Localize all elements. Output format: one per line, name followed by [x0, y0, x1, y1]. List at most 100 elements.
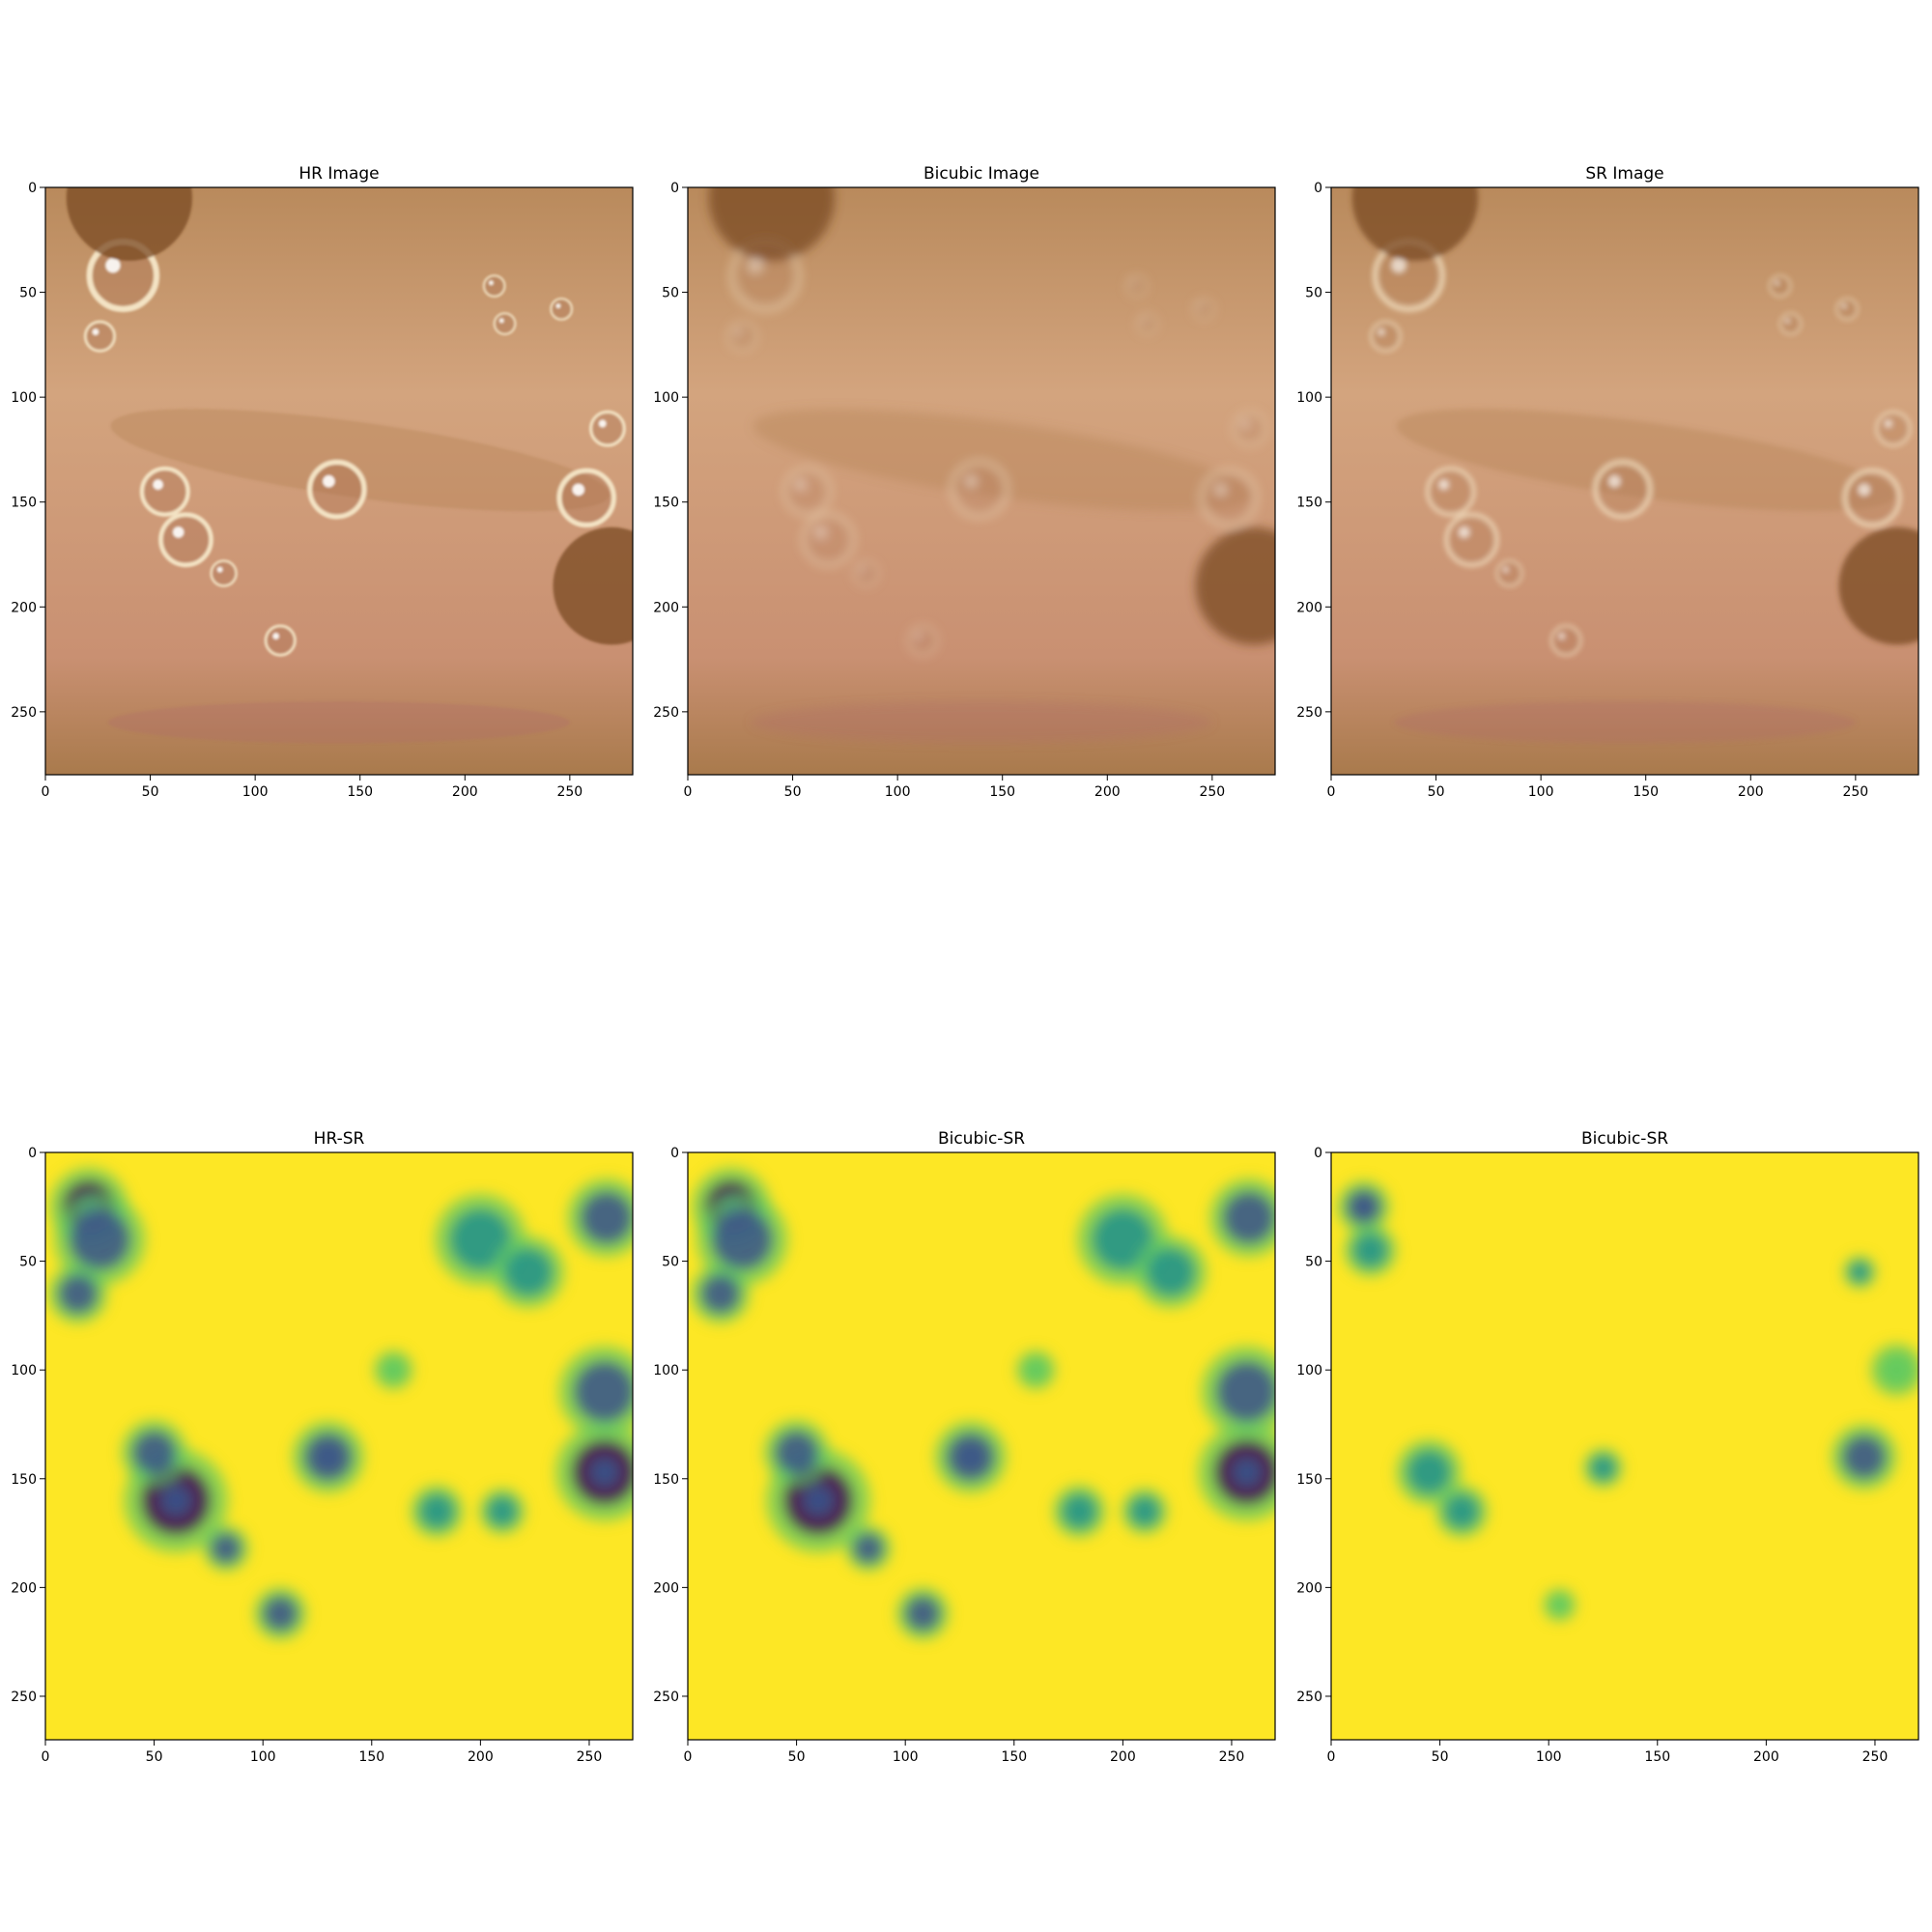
bubble-ring [550, 298, 574, 321]
bubble-highlight [555, 303, 561, 309]
y-tick-label: 50 [1305, 286, 1322, 301]
bubble-fill [1193, 298, 1215, 320]
x-tick-label: 0 [684, 784, 693, 800]
y-tick-label: 0 [670, 181, 679, 196]
bubble-ring [1124, 274, 1149, 298]
bubble-fill [952, 462, 1008, 517]
heatmap-spot [69, 1208, 130, 1270]
x-tick-label: 50 [784, 784, 802, 800]
bubble-highlight [572, 483, 584, 497]
heatmap-spot [853, 1533, 884, 1564]
heatmap-spot [700, 1274, 741, 1314]
y-tick-label: 200 [1296, 1580, 1322, 1596]
y-tick-label: 0 [670, 1146, 679, 1161]
bubble-fill [1446, 514, 1497, 565]
y-tick-label: 50 [19, 1255, 37, 1270]
bubble-ring [1369, 320, 1403, 353]
bubble-ring [307, 459, 367, 520]
bubble-ring [801, 512, 856, 568]
bubble-fill [85, 321, 115, 352]
bubble-highlight [1131, 280, 1136, 286]
y-tick-label: 100 [11, 390, 37, 406]
x-tick-label: 200 [1094, 784, 1121, 800]
y-tick-label: 100 [11, 1363, 37, 1378]
x-tick-label: 200 [452, 784, 478, 800]
bubble-fill [266, 625, 296, 656]
heatmap-spot [574, 1361, 633, 1423]
heatmap-core [589, 1457, 619, 1488]
y-tick-label: 150 [11, 1472, 37, 1488]
heatmap-core [1355, 1199, 1372, 1215]
bubble-highlight [1858, 483, 1870, 497]
x-tick-label: 100 [1536, 1749, 1562, 1765]
subplot-title: Bicubic Image [923, 164, 1039, 184]
bubble-fill [141, 468, 188, 515]
heatmap-spot [1548, 1594, 1571, 1616]
bubble-ring [906, 624, 939, 657]
bubble-highlight [216, 566, 223, 573]
photo-image [688, 187, 1275, 775]
bubble-fill [1233, 412, 1267, 446]
bubble-ring [264, 624, 297, 657]
x-tick-label: 150 [1001, 1749, 1027, 1765]
bubble-ring [1135, 312, 1159, 335]
bubble-ring [1199, 468, 1259, 528]
x-tick-label: 200 [1753, 1749, 1779, 1765]
heatmap-spot [580, 1191, 633, 1244]
heatmap-spot [58, 1274, 99, 1314]
bubble-highlight [323, 475, 335, 488]
y-tick-label: 50 [662, 286, 679, 301]
subplot-title: Bicubic-SR [938, 1129, 1025, 1149]
bubble-fill [590, 412, 625, 446]
bubble-highlight [1141, 318, 1147, 324]
axes-frame [44, 186, 634, 776]
bubble-ring [725, 320, 759, 353]
dark-region [1838, 526, 1918, 645]
bubble-highlight [748, 258, 763, 273]
subplot-5: Bicubic-SR 0 50 100 150 200 250 0 50 100 150 200 250 [653, 1129, 1276, 1765]
bubble-fill [1836, 298, 1859, 320]
bubble-fill [1779, 313, 1802, 334]
heatmap-image [1331, 1152, 1918, 1740]
bubble-fill [908, 625, 938, 656]
y-tick-label: 150 [1296, 496, 1322, 511]
y-tick-label: 100 [653, 390, 679, 406]
bubble-fill [853, 560, 879, 586]
subplot-1: HR Image 0 50 100 150 200 250 0 50 100 150 200 250 [11, 164, 634, 800]
x-tick-label: 50 [788, 1749, 806, 1765]
bubble-ring [950, 459, 1009, 520]
bubble-highlight [153, 479, 163, 490]
bubble-fill [160, 514, 212, 565]
y-tick-label: 100 [1296, 390, 1322, 406]
y-tick-label: 200 [653, 1580, 679, 1596]
subplot-3: SR Image 0 50 100 150 200 250 0 50 100 150 200 250 [1296, 164, 1919, 800]
heatmap-spot [1879, 1352, 1915, 1388]
bubble-ring [852, 559, 880, 587]
bubble-highlight [1378, 328, 1385, 335]
heatmap-spot [1022, 1356, 1049, 1383]
bubble-ring [1232, 410, 1268, 447]
bubble-fill [483, 275, 505, 297]
bubble-ring [1192, 298, 1216, 321]
bubble-highlight [92, 328, 99, 335]
y-tick-label: 200 [1296, 600, 1322, 615]
subplot-6: Bicubic-SR 0 50 100 150 200 250 0 50 100 150 200 250 [1296, 1129, 1919, 1765]
dark-region [553, 526, 633, 645]
heatmap-spot [1222, 1191, 1275, 1244]
heatmap-spot [1147, 1248, 1195, 1296]
x-tick-label: 150 [989, 784, 1015, 800]
bubble-ring [1875, 410, 1912, 447]
bubble-highlight [795, 479, 806, 490]
x-tick-label: 50 [1428, 784, 1445, 800]
bubble-fill [1595, 462, 1651, 517]
heatmap-spot [1352, 1233, 1388, 1268]
heatmap-spot [1129, 1495, 1160, 1527]
bubble-ring [556, 468, 616, 528]
x-tick-label: 200 [1110, 1749, 1136, 1765]
y-tick-label: 0 [1314, 1146, 1322, 1161]
axes-frame [44, 1151, 634, 1741]
bubble-ring [1444, 512, 1499, 568]
bubble-ring [1842, 468, 1902, 528]
bubble-highlight [1458, 526, 1470, 538]
